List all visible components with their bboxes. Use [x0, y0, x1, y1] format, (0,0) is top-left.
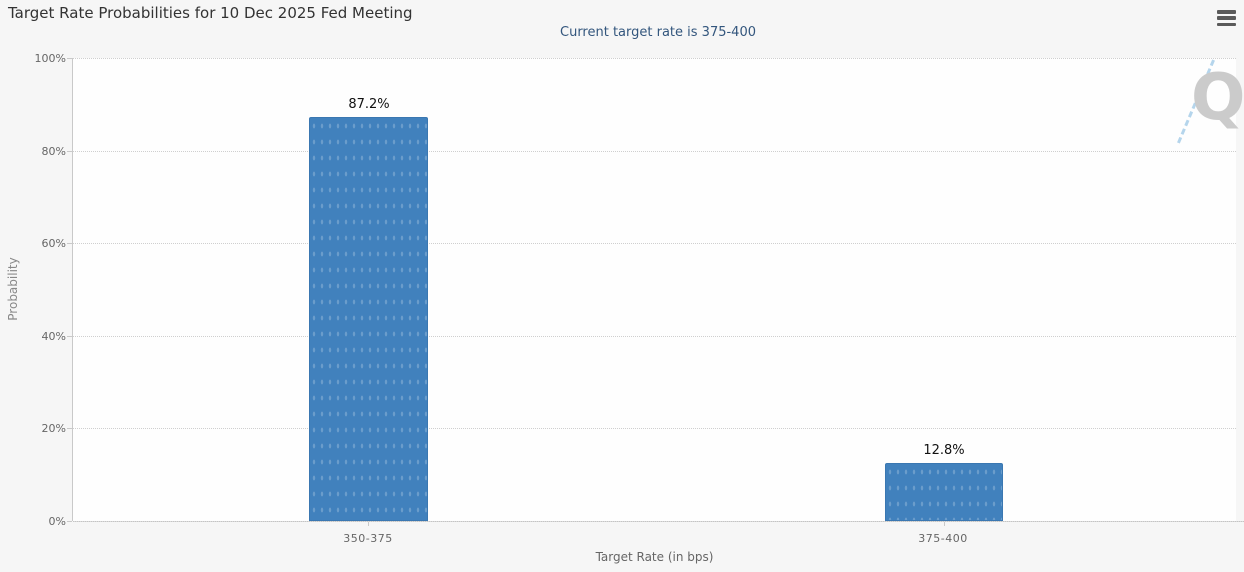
y-tick: [67, 58, 72, 59]
x-tick: [944, 522, 945, 526]
x-tick: [368, 522, 369, 526]
y-axis-label: 20%: [41, 422, 66, 435]
x-axis-label: 350-375: [343, 532, 393, 545]
x-axis-title: Target Rate (in bps): [595, 550, 714, 564]
chart-context-menu-button[interactable]: [1217, 10, 1236, 26]
gridline-20: [73, 428, 1236, 429]
chart-subtitle: Current target rate is 375-400: [560, 25, 756, 40]
y-axis-title: Probability: [6, 257, 20, 321]
y-tick: [67, 336, 72, 337]
watermark-q-logo: Q: [1191, 61, 1244, 135]
y-axis-label: 80%: [41, 145, 66, 158]
y-tick: [67, 243, 72, 244]
gridline-40: [73, 336, 1236, 337]
gridline-100: [73, 58, 1236, 59]
hamburger-icon: [1217, 16, 1236, 20]
bar-375-400[interactable]: [885, 463, 1003, 521]
y-axis-label: 0%: [48, 515, 66, 528]
y-tick: [67, 521, 72, 522]
plot-area: [73, 58, 1236, 521]
y-axis-label: 40%: [41, 330, 66, 343]
data-label: 12.8%: [923, 443, 965, 458]
gridline-0: [73, 521, 1244, 522]
gridline-60: [73, 243, 1236, 244]
chart-title: Target Rate Probabilities for 10 Dec 202…: [8, 4, 413, 22]
y-tick: [67, 151, 72, 152]
gridline-80: [73, 151, 1236, 152]
x-axis-label: 375-400: [918, 532, 968, 545]
y-axis-label: 100%: [34, 52, 66, 65]
y-tick: [67, 428, 72, 429]
hamburger-icon: [1217, 10, 1236, 14]
data-label: 87.2%: [348, 97, 390, 112]
hamburger-icon: [1217, 22, 1236, 26]
y-axis-line: [72, 58, 73, 521]
bar-350-375[interactable]: [309, 117, 428, 521]
y-axis-label: 60%: [41, 237, 66, 250]
